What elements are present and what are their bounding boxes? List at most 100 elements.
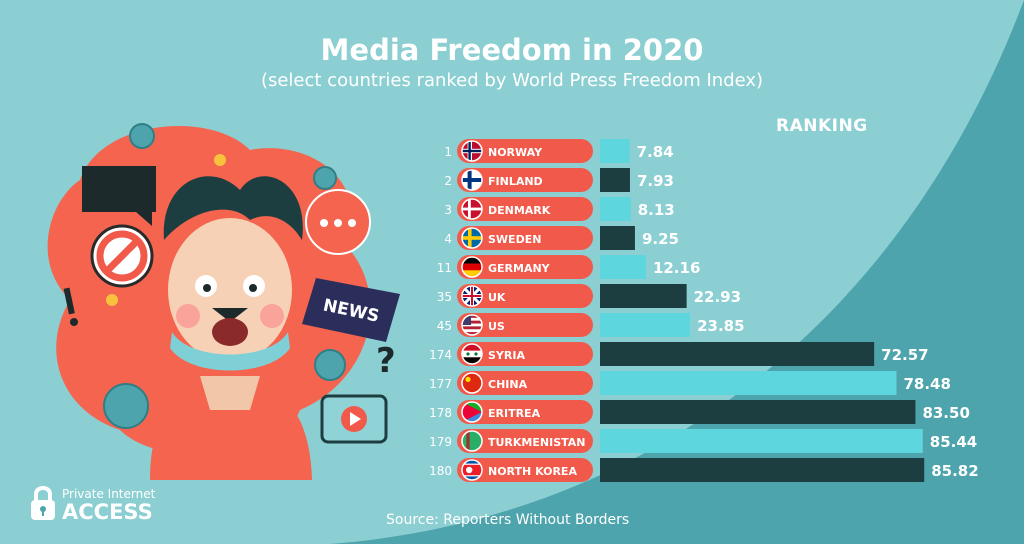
video-player-icon: [320, 394, 388, 444]
flag-icon: [461, 256, 483, 278]
country-name: SYRIA: [488, 349, 525, 362]
brand-logo: Private Internet ACCESS: [28, 484, 168, 528]
flag-icon: [461, 314, 483, 336]
rank-number: 174: [429, 348, 452, 362]
country-name: NORWAY: [488, 146, 543, 159]
value-label: 9.25: [642, 230, 679, 248]
country-name: ERITREA: [488, 407, 541, 420]
speech-bubble-icon: [82, 166, 156, 226]
question-icon: ?: [376, 341, 396, 381]
bar: [600, 429, 923, 453]
flag-icon: [461, 140, 483, 162]
rank-number: 4: [444, 232, 452, 246]
rank-number: 177: [429, 377, 452, 391]
chart-row: 4 SWEDEN 9.25: [444, 226, 679, 250]
flag-icon: [461, 343, 483, 365]
flag-icon: [461, 430, 483, 452]
person: [150, 176, 312, 480]
country-label-pill: [457, 429, 593, 453]
value-label: 72.57: [881, 346, 928, 364]
value-label: 23.85: [697, 317, 744, 335]
bar: [600, 284, 687, 308]
logo-line1: Private Internet: [62, 487, 156, 501]
value-label: 22.93: [694, 288, 741, 306]
chart-row: 174 SYRIA 72.57: [429, 342, 929, 366]
rank-number: 1: [444, 145, 452, 159]
flag-icon: [461, 169, 483, 191]
source-note: Source: Reporters Without Borders: [386, 512, 630, 528]
chart-title: Media Freedom in 2020: [320, 33, 704, 67]
chart-row: 178 ERITREA 83.50: [429, 400, 970, 424]
rank-number: 2: [444, 174, 452, 188]
value-label: 7.93: [637, 172, 674, 190]
country-label-pill: [457, 313, 593, 337]
rank-number: 45: [437, 319, 452, 333]
lock-icon: [31, 486, 55, 520]
chart-row: 180 NORTH KOREA 85.82: [429, 458, 979, 482]
rank-number: 180: [429, 464, 452, 478]
bar: [600, 458, 925, 482]
bar: [600, 197, 631, 221]
rank-number: 35: [437, 290, 452, 304]
flag-icon: [461, 372, 483, 394]
country-label-pill: [457, 458, 593, 482]
rank-number: 11: [437, 261, 452, 275]
country-label-pill: [457, 197, 593, 221]
logo-line2: ACCESS: [62, 500, 153, 524]
rank-number: 3: [444, 203, 452, 217]
chart-row: 3 DENMARK 8.13: [444, 197, 675, 221]
country-name: SWEDEN: [488, 233, 541, 246]
bar: [600, 371, 897, 395]
chat-bubble-icon: [305, 189, 371, 255]
bar: [600, 226, 635, 250]
flag-icon: [461, 459, 483, 481]
rank-number: 179: [429, 435, 452, 449]
exclamation-icon: [63, 287, 78, 326]
country-label-pill: [457, 400, 593, 424]
chart-row: 2 FINLAND 7.93: [444, 168, 674, 192]
chart-row: 1 NORWAY 7.84: [444, 139, 674, 163]
bar: [600, 313, 691, 337]
country-name: DENMARK: [488, 204, 551, 217]
value-label: 85.44: [930, 433, 977, 451]
chart-row: 179 TURKMENISTAN 85.44: [429, 429, 977, 453]
chart-row: 11 GERMANY 12.16: [437, 255, 700, 279]
flag-icon: [461, 227, 483, 249]
bar: [600, 255, 646, 279]
virus-icon: [103, 123, 346, 429]
bar: [600, 400, 916, 424]
country-label-pill: [457, 255, 593, 279]
chart-subtitle: (select countries ranked by World Press …: [260, 70, 764, 91]
flag-icon: [461, 285, 483, 307]
country-name: CHINA: [488, 378, 528, 391]
value-label: 85.82: [931, 462, 978, 480]
chart-row: 35 UK 22.93: [437, 284, 741, 308]
country-label-pill: [457, 139, 593, 163]
country-label-pill: [457, 371, 593, 395]
country-name: NORTH KOREA: [488, 465, 577, 478]
chart-row: 177 CHINA 78.48: [429, 371, 951, 395]
country-label-pill: [457, 168, 593, 192]
bar: [600, 168, 630, 192]
ranking-label: RANKING: [776, 116, 868, 136]
value-label: 12.16: [653, 259, 700, 277]
value-label: 8.13: [638, 201, 675, 219]
prohibited-icon: [90, 224, 154, 288]
news-sign: NEWS: [302, 278, 400, 342]
value-label: 7.84: [637, 143, 674, 161]
rank-number: 178: [429, 406, 452, 420]
bar: [600, 139, 630, 163]
flag-icon: [461, 198, 483, 220]
bar: [600, 342, 875, 366]
chart-row: 45 US 23.85: [437, 313, 745, 337]
value-label: 78.48: [903, 375, 950, 393]
country-label-pill: [457, 342, 593, 366]
country-name: US: [488, 320, 505, 333]
flag-icon: [461, 401, 483, 423]
country-name: FINLAND: [488, 175, 543, 188]
illustration-frustrated-man: NEWS ?: [47, 123, 400, 480]
country-label-pill: [457, 226, 593, 250]
country-label-pill: [457, 284, 593, 308]
country-name: UK: [488, 291, 506, 304]
